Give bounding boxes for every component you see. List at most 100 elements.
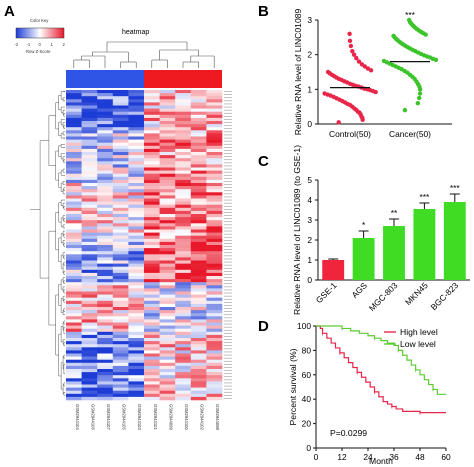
heatmap-cell — [144, 344, 160, 348]
heatmap-cell — [112, 220, 129, 224]
heatmap-cell — [81, 139, 98, 143]
bar-significance: ** — [391, 208, 398, 218]
heatmap-cell — [112, 229, 129, 233]
heatmap-cell — [81, 167, 98, 171]
heatmap-cell — [66, 176, 82, 181]
heatmap-cell — [81, 186, 98, 190]
heatmap-cell — [112, 251, 129, 255]
heatmap-cell — [97, 158, 114, 162]
heatmap-cell — [190, 155, 207, 159]
heatmap-cell — [190, 142, 207, 147]
heatmap-cell — [128, 279, 145, 283]
heatmap-cell — [128, 145, 145, 150]
heatmap-cell — [144, 307, 160, 311]
heatmap-cell — [81, 300, 98, 305]
color-key-tick: 2 — [63, 42, 66, 47]
heatmap-cell — [144, 117, 160, 122]
heatmap-cell — [97, 272, 114, 277]
heatmap-cell — [97, 347, 114, 351]
heatmap-cell — [66, 369, 82, 373]
heatmap-cell — [206, 183, 223, 187]
heatmap-cell — [112, 341, 129, 345]
heatmap-cell — [175, 378, 192, 382]
heatmap-cell — [159, 198, 176, 202]
column-label: GSM2944107 — [106, 404, 111, 431]
heatmap-cell — [175, 133, 192, 137]
heatmap-cell — [144, 338, 160, 342]
heatmap-cell — [159, 133, 176, 137]
heatmap-cell — [144, 133, 160, 137]
heatmap-cell — [144, 384, 160, 388]
scatter-category-label: Cancer(50) — [389, 129, 431, 139]
scatter-point — [417, 95, 422, 101]
heatmap-cell — [206, 201, 223, 205]
heatmap-cell — [175, 201, 192, 205]
heatmap-cell — [175, 114, 192, 119]
scatter-y-tick-label: 1 — [307, 84, 312, 94]
heatmap-cell — [206, 294, 223, 298]
heatmap-cell — [190, 192, 207, 196]
heatmap-cell — [66, 189, 82, 193]
heatmap-cell — [159, 170, 176, 174]
heatmap-cell — [206, 198, 223, 202]
heatmap-cell — [190, 121, 207, 125]
heatmap-cell — [175, 254, 192, 258]
heatmap-cell — [66, 378, 82, 382]
heatmap-cell — [128, 204, 145, 209]
heatmap-cell — [206, 93, 223, 97]
heatmap-cell — [144, 282, 160, 286]
heatmap-cell — [190, 223, 207, 227]
heatmap-cell — [190, 369, 207, 373]
heatmap-cell — [97, 186, 114, 190]
survival-y-tick-label: 60 — [302, 370, 312, 380]
heatmap-cell — [144, 195, 160, 199]
heatmap-cell — [66, 300, 82, 305]
heatmap-cell — [97, 375, 114, 379]
heatmap-cell — [128, 133, 145, 137]
column-label: GSM2944099 — [168, 404, 173, 431]
heatmap-cell — [144, 365, 160, 370]
heatmap-cell — [159, 266, 176, 271]
heatmap-cell — [159, 285, 176, 289]
bar — [322, 260, 345, 280]
heatmap-cell — [159, 167, 176, 171]
heatmap-cell — [128, 282, 145, 286]
heatmap-cell — [206, 161, 223, 165]
heatmap-cell — [190, 207, 207, 212]
heatmap-cell — [97, 204, 114, 209]
scatter-y-tick-label: 3 — [307, 15, 312, 25]
heatmap-cell — [190, 350, 207, 354]
heatmap-cell — [66, 375, 82, 379]
heatmap-cell — [144, 378, 160, 382]
heatmap-cell — [112, 176, 129, 181]
bar-panel: 0 1 2 3 4 5 Relative RNA level of LINC01089 (t… — [292, 145, 470, 315]
heatmap-cell — [112, 201, 129, 205]
heatmap-cell — [97, 226, 114, 230]
heatmap-cell — [144, 341, 160, 345]
heatmap-cell — [81, 365, 98, 370]
heatmap-cell — [144, 210, 160, 215]
heatmap-cell — [206, 108, 223, 112]
heatmap-cell — [190, 108, 207, 112]
legend-label: High level — [400, 327, 438, 337]
heatmap-cell — [190, 226, 207, 230]
heatmap-cell — [66, 152, 82, 156]
heatmap-cell — [144, 145, 160, 150]
heatmap-cell — [159, 387, 176, 391]
survival-y-tick-label: 100 — [297, 321, 311, 331]
heatmap-cell — [190, 334, 207, 339]
heatmap-cell — [81, 117, 98, 122]
heatmap-cell — [159, 207, 176, 212]
heatmap-cell — [144, 136, 160, 140]
heatmap-cell — [206, 186, 223, 190]
heatmap-cell — [128, 369, 145, 373]
heatmap-cell — [175, 176, 192, 181]
heatmap-cell — [66, 111, 82, 116]
heatmap-cell — [66, 254, 82, 258]
heatmap-cell — [81, 158, 98, 162]
heatmap-cell — [66, 232, 82, 236]
survival-y-tick-label: 0 — [306, 443, 311, 453]
heatmap-cell — [112, 164, 129, 168]
column-label: GSM2944102 — [200, 404, 205, 431]
heatmap-cell — [175, 288, 192, 292]
